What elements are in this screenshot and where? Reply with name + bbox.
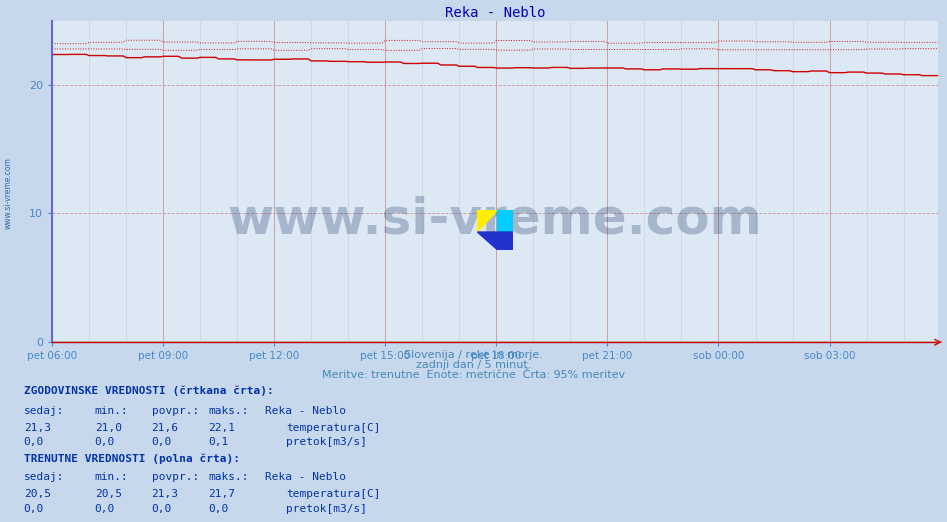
Text: Reka - Neblo: Reka - Neblo [265, 406, 347, 416]
Text: 0,1: 0,1 [208, 437, 228, 447]
Text: maks.:: maks.: [208, 406, 249, 416]
Text: TRENUTNE VREDNOSTI (polna črta):: TRENUTNE VREDNOSTI (polna črta): [24, 454, 240, 464]
Text: 0,0: 0,0 [95, 504, 115, 514]
Text: www.si-vreme.com: www.si-vreme.com [227, 196, 762, 244]
Text: povpr.:: povpr.: [152, 406, 199, 416]
Text: 0,0: 0,0 [152, 504, 171, 514]
Text: temperatura[C]: temperatura[C] [286, 489, 381, 499]
Text: 22,1: 22,1 [208, 423, 236, 433]
Text: 0,0: 0,0 [24, 504, 44, 514]
Text: 0,0: 0,0 [208, 504, 228, 514]
Text: sedaj:: sedaj: [24, 406, 64, 416]
Text: 21,3: 21,3 [152, 489, 179, 499]
Text: pretok[m3/s]: pretok[m3/s] [286, 504, 367, 514]
Text: www.si-vreme.com: www.si-vreme.com [4, 157, 13, 229]
Text: sedaj:: sedaj: [24, 472, 64, 482]
Text: maks.:: maks.: [208, 472, 249, 482]
Text: Slovenija / reke in morje.: Slovenija / reke in morje. [404, 350, 543, 360]
Polygon shape [497, 210, 513, 232]
Text: Reka - Neblo: Reka - Neblo [265, 472, 347, 482]
Text: 0,0: 0,0 [152, 437, 171, 447]
Text: 21,0: 21,0 [95, 423, 122, 433]
Title: Reka - Neblo: Reka - Neblo [444, 6, 545, 20]
Polygon shape [497, 232, 513, 250]
Text: pretok[m3/s]: pretok[m3/s] [286, 437, 367, 447]
Text: 21,3: 21,3 [24, 423, 51, 433]
Text: 0,0: 0,0 [24, 437, 44, 447]
Text: 0,0: 0,0 [95, 437, 115, 447]
Polygon shape [477, 210, 497, 232]
Text: 20,5: 20,5 [24, 489, 51, 499]
Text: ZGODOVINSKE VREDNOSTI (črtkana črta):: ZGODOVINSKE VREDNOSTI (črtkana črta): [24, 386, 274, 396]
Text: min.:: min.: [95, 472, 129, 482]
Text: Meritve: trenutne  Enote: metrične  Črta: 95% meritev: Meritve: trenutne Enote: metrične Črta: … [322, 371, 625, 381]
Text: povpr.:: povpr.: [152, 472, 199, 482]
Text: 20,5: 20,5 [95, 489, 122, 499]
Text: 21,7: 21,7 [208, 489, 236, 499]
Text: min.:: min.: [95, 406, 129, 416]
Text: zadnji dan / 5 minut.: zadnji dan / 5 minut. [416, 360, 531, 370]
Text: temperatura[C]: temperatura[C] [286, 423, 381, 433]
Text: 21,6: 21,6 [152, 423, 179, 433]
Polygon shape [477, 232, 513, 250]
